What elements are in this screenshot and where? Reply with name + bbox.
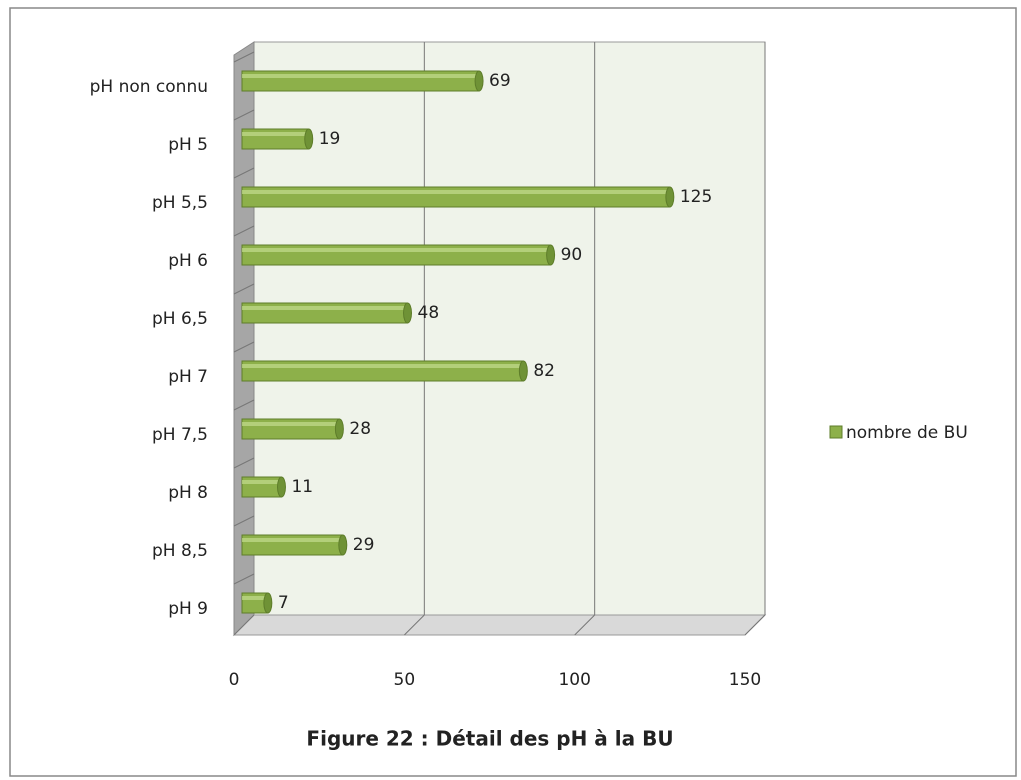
x-tick-label: 50 bbox=[394, 670, 416, 690]
y-tick-label: pH non connu bbox=[90, 77, 208, 97]
x-tick-label: 0 bbox=[229, 670, 240, 690]
value-label: 48 bbox=[418, 303, 440, 323]
bar-cap bbox=[338, 534, 348, 556]
value-label: 69 bbox=[489, 71, 511, 91]
chart-title: Figure 22 : Détail des pH à la BU bbox=[306, 727, 673, 751]
bar-cap bbox=[474, 70, 484, 92]
y-tick-label: pH 7,5 bbox=[152, 425, 208, 445]
bar-highlight bbox=[242, 132, 309, 136]
bar-cap bbox=[403, 302, 413, 324]
category-tick bbox=[233, 573, 255, 585]
legend-label: nombre de BU bbox=[846, 423, 968, 443]
back-wall bbox=[253, 41, 766, 616]
bar-cap bbox=[334, 418, 344, 440]
y-tick-label: pH 8,5 bbox=[152, 541, 208, 561]
bar-cap bbox=[276, 476, 286, 498]
value-label: 29 bbox=[353, 535, 375, 555]
category-tick bbox=[233, 283, 255, 295]
category-tick bbox=[233, 399, 255, 411]
x-tick-label: 100 bbox=[558, 670, 590, 690]
y-tick-label: pH 8 bbox=[168, 483, 208, 503]
value-label: 28 bbox=[349, 419, 371, 439]
value-label: 125 bbox=[680, 187, 712, 207]
value-label: 7 bbox=[278, 593, 289, 613]
bar-cap bbox=[263, 592, 273, 614]
bar-cap bbox=[665, 186, 675, 208]
category-tick bbox=[233, 457, 255, 469]
bar-highlight bbox=[242, 248, 551, 252]
bar-highlight bbox=[242, 480, 282, 484]
value-label: 90 bbox=[561, 245, 583, 265]
category-tick bbox=[233, 515, 255, 527]
bar-highlight bbox=[242, 596, 268, 600]
value-label: 19 bbox=[319, 129, 341, 149]
x-tick-label: 150 bbox=[729, 670, 761, 690]
bar-highlight bbox=[242, 422, 340, 426]
bar-highlight bbox=[242, 190, 670, 194]
bar-cap bbox=[518, 360, 528, 382]
value-label: 82 bbox=[533, 361, 555, 381]
category-tick bbox=[233, 51, 255, 63]
category-tick bbox=[233, 341, 255, 353]
category-tick bbox=[233, 167, 255, 179]
category-tick bbox=[233, 225, 255, 237]
tick-mark bbox=[574, 614, 596, 636]
legend-swatch bbox=[829, 425, 843, 439]
tick-mark bbox=[233, 614, 255, 636]
bar-cap bbox=[546, 244, 556, 266]
floor bbox=[232, 614, 767, 636]
bar-cap bbox=[304, 128, 314, 150]
bar-highlight bbox=[242, 538, 343, 542]
y-tick-label: pH 6,5 bbox=[152, 309, 208, 329]
y-tick-label: pH 6 bbox=[168, 251, 208, 271]
tick-mark bbox=[744, 614, 766, 636]
tick-mark bbox=[403, 614, 425, 636]
category-tick bbox=[233, 109, 255, 121]
bar-highlight bbox=[242, 74, 480, 78]
y-tick-label: pH 7 bbox=[168, 367, 208, 387]
y-tick-label: pH 5,5 bbox=[152, 193, 208, 213]
bar-highlight bbox=[242, 364, 524, 368]
y-tick-label: pH 9 bbox=[168, 599, 208, 619]
bar-highlight bbox=[242, 306, 408, 310]
value-label: 11 bbox=[291, 477, 313, 497]
y-tick-label: pH 5 bbox=[168, 135, 208, 155]
